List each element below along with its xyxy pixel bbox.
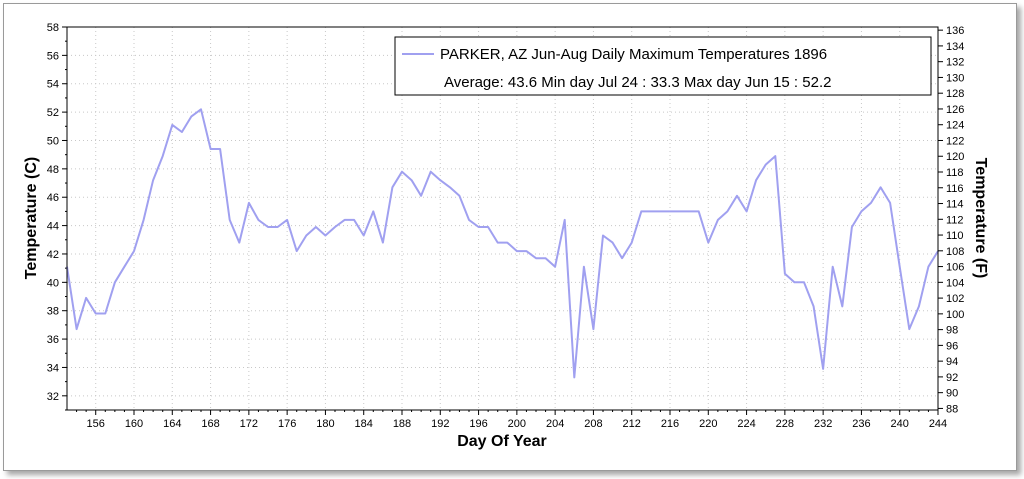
x-tick-label: 160 — [125, 418, 143, 430]
y-tick-label: 52 — [47, 107, 59, 119]
x-tick-label: 184 — [355, 418, 373, 430]
x-tick-label: 244 — [929, 418, 947, 430]
y2-tick-label: 110 — [946, 230, 964, 242]
y2-tick-label: 92 — [946, 372, 958, 384]
x-tick-label: 164 — [163, 418, 181, 430]
y2-tick-label: 90 — [946, 388, 958, 400]
y-tick-label: 40 — [47, 277, 59, 289]
legend-series-label: PARKER, AZ Jun-Aug Daily Maximum Tempera… — [440, 46, 827, 63]
y2-tick-label: 88 — [946, 403, 958, 415]
y2-tick-label: 104 — [946, 277, 964, 289]
y-axis-title-right: Temperature (F) — [972, 158, 989, 279]
y2-tick-label: 116 — [946, 183, 964, 195]
y-tick-label: 32 — [47, 391, 59, 403]
x-tick-label: 220 — [699, 418, 717, 430]
y2-tick-label: 94 — [946, 356, 958, 368]
x-tick-label: 188 — [393, 418, 411, 430]
x-axis-title: Day Of Year — [457, 433, 547, 450]
y-tick-label: 46 — [47, 192, 59, 204]
x-tick-label: 196 — [469, 418, 487, 430]
y2-tick-label: 118 — [946, 167, 964, 179]
x-tick-label: 180 — [316, 418, 334, 430]
legend-stats: Average: 43.6 Min day Jul 24 : 33.3 Max … — [444, 74, 831, 91]
x-tick-label: 208 — [584, 418, 602, 430]
legend: PARKER, AZ Jun-Aug Daily Maximum Tempera… — [394, 36, 932, 96]
y2-tick-label: 126 — [946, 104, 964, 116]
x-tick-label: 200 — [508, 418, 526, 430]
x-tick-label: 172 — [240, 418, 258, 430]
y2-tick-label: 96 — [946, 340, 958, 352]
plot-border — [66, 26, 939, 411]
x-ticks: 156 160 164 168 172 176 180 184 188 192 196 200 204 2… — [76, 410, 947, 430]
y2-tick-label: 108 — [946, 246, 964, 258]
y2-tick-label: 98 — [946, 325, 958, 337]
y-tick-label: 44 — [47, 221, 59, 233]
y-tick-label: 42 — [47, 249, 59, 261]
x-tick-label: 240 — [891, 418, 909, 430]
y2-tick-label: 120 — [946, 151, 964, 163]
y-tick-label: 36 — [47, 334, 59, 346]
y2-tick-label: 136 — [946, 25, 964, 37]
y-tick-label: 34 — [47, 362, 59, 374]
y-tick-label: 54 — [47, 79, 59, 91]
x-tick-label: 204 — [546, 418, 564, 430]
legend-box — [394, 36, 932, 96]
y2-tick-label: 134 — [946, 41, 964, 53]
y-ticks-left: 32 34 36 38 40 42 44 46 48 50 52 54 56 58 — [47, 22, 67, 411]
y-tick-label: 38 — [47, 306, 59, 318]
y2-tick-label: 124 — [946, 120, 964, 132]
y2-tick-label: 130 — [946, 72, 964, 84]
y2-tick-label: 122 — [946, 135, 964, 147]
y-axis-title-left: Temperature (C) — [23, 157, 40, 279]
y-tick-label: 50 — [47, 135, 59, 147]
x-tick-label: 224 — [737, 418, 755, 430]
series-line — [66, 108, 939, 379]
y2-tick-label: 100 — [946, 309, 964, 321]
y2-tick-label: 114 — [946, 199, 964, 211]
y2-tick-label: 102 — [946, 293, 964, 305]
x-tick-label: 228 — [776, 418, 794, 430]
y-tick-label: 48 — [47, 164, 59, 176]
x-tick-label: 192 — [431, 418, 449, 430]
x-tick-label: 176 — [278, 418, 296, 430]
x-tick-label: 168 — [201, 418, 219, 430]
y-tick-label: 56 — [47, 50, 59, 62]
x-tick-label: 232 — [814, 418, 832, 430]
y2-tick-label: 106 — [946, 262, 964, 274]
series-group — [66, 108, 939, 379]
y2-tick-label: 112 — [946, 214, 964, 226]
x-tick-label: 216 — [661, 418, 679, 430]
y2-tick-label: 128 — [946, 88, 964, 100]
x-tick-label: 212 — [623, 418, 641, 430]
y2-tick-label: 132 — [946, 57, 964, 69]
x-tick-label: 156 — [87, 418, 105, 430]
y-ticks-right: 88 90 92 94 96 98 100 102 104 106 108 110 112 114 116 1… — [938, 25, 964, 415]
y-tick-label: 58 — [47, 22, 59, 34]
x-tick-label: 236 — [852, 418, 870, 430]
